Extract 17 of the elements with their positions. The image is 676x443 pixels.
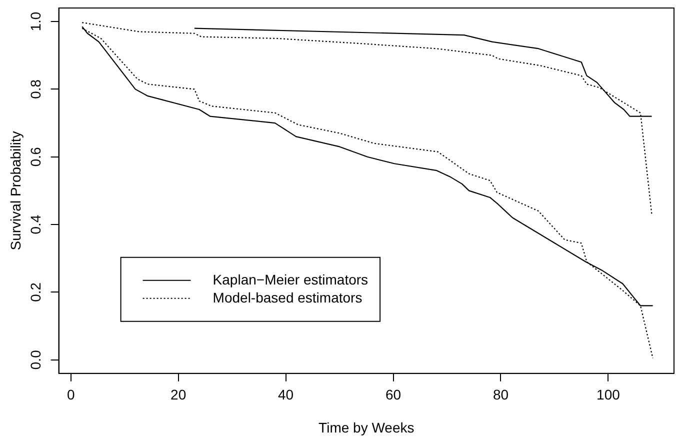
y-tick-label: 0.0	[28, 350, 44, 370]
y-tick-label: 0.2	[28, 282, 44, 302]
legend-label: Model-based estimators	[212, 289, 362, 306]
x-tick-label: 100	[596, 386, 620, 403]
x-tick-label: 80	[492, 386, 509, 403]
x-tick-label: 40	[278, 386, 294, 403]
line-series	[82, 22, 652, 215]
legend-label: Kaplan−Meier estimators	[212, 271, 368, 288]
y-tick-label: 0.8	[28, 79, 44, 99]
x-axis-title: Time by Weeks	[318, 419, 414, 436]
x-tick-label: 0	[66, 386, 75, 403]
y-tick-label: 0.4	[28, 214, 44, 234]
x-tick-label: 20	[170, 386, 186, 403]
y-tick-label: 0.6	[28, 146, 44, 167]
y-tick-label: 1.0	[28, 12, 44, 32]
x-tick-label: 60	[385, 386, 402, 403]
y-axis-title: Survival Probability	[7, 131, 24, 250]
